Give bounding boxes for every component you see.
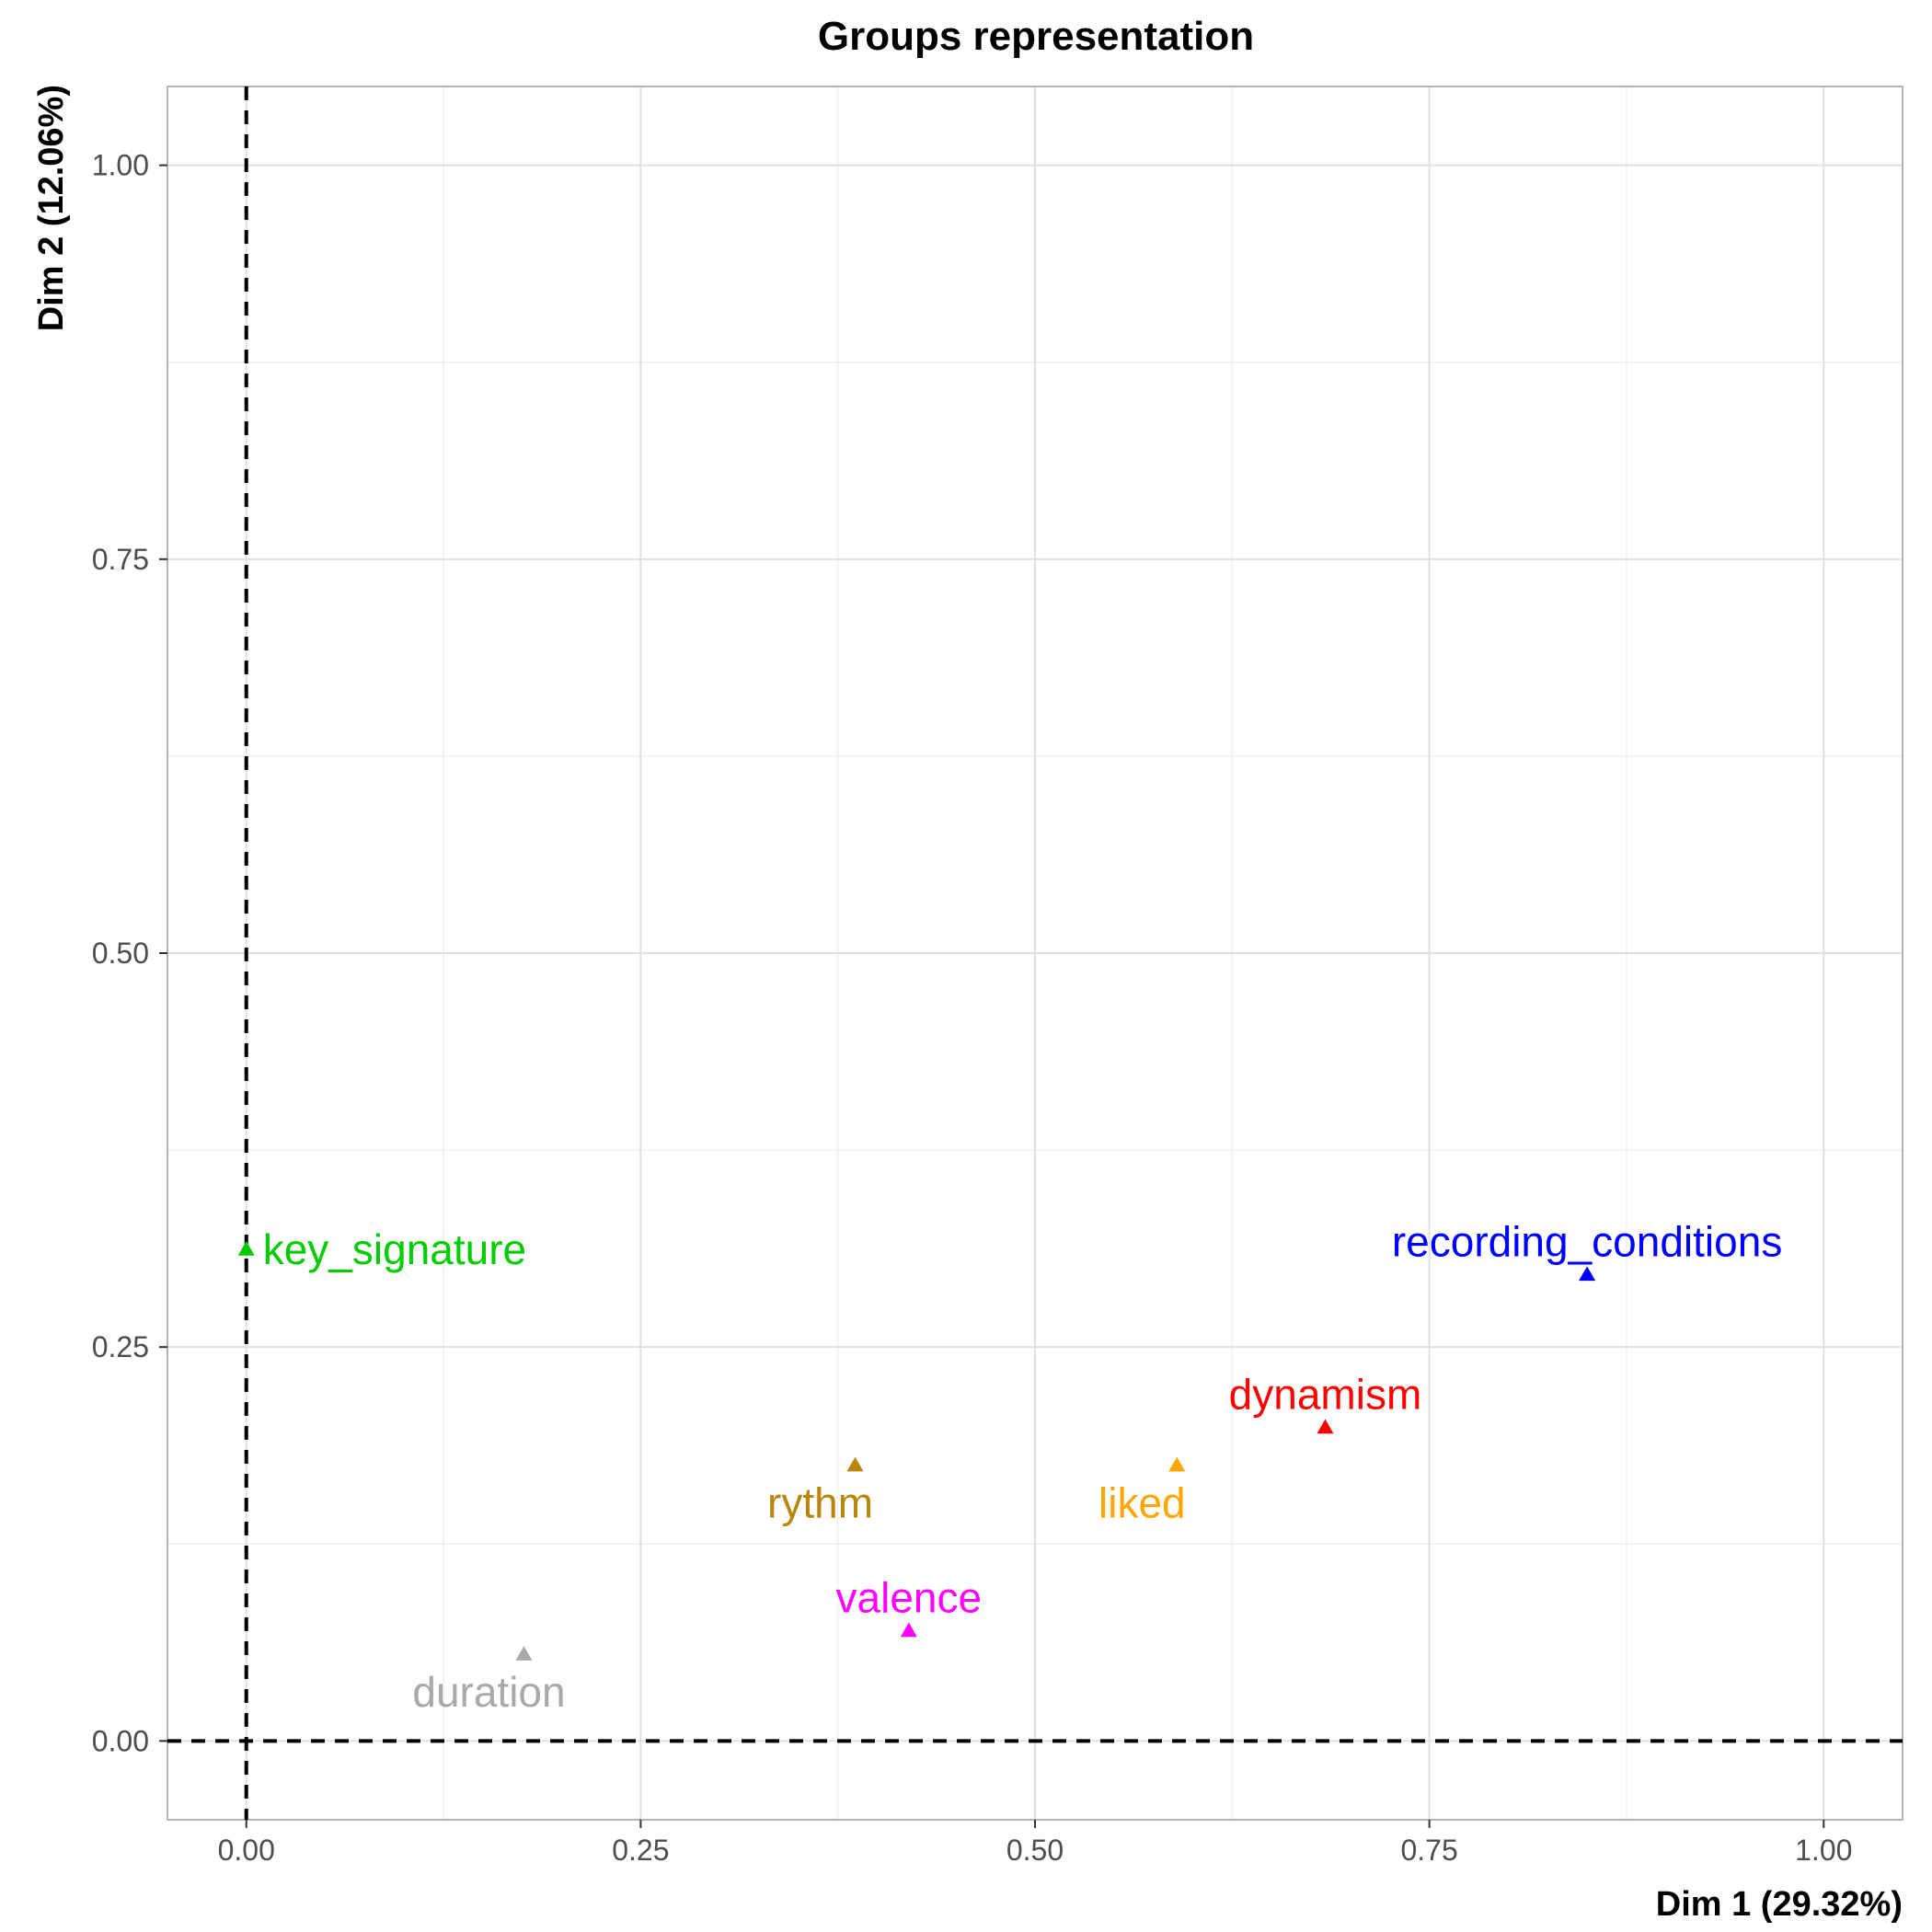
x-tick-label: 0.75 xyxy=(1400,1834,1457,1867)
point-marker xyxy=(515,1646,533,1661)
point-label: key_signature xyxy=(263,1225,526,1273)
x-axis-label: Dim 1 (29.32%) xyxy=(1656,1885,1903,1924)
point-label: valence xyxy=(836,1573,983,1621)
point-label: rythm xyxy=(767,1479,873,1527)
point-marker xyxy=(900,1622,917,1638)
y-tick-label: 0.25 xyxy=(92,1330,149,1363)
point-marker xyxy=(846,1456,864,1472)
x-tick-label: 0.25 xyxy=(612,1834,669,1867)
y-axis-label: Dim 2 (12.06%) xyxy=(32,85,71,331)
chart-title: Groups representation xyxy=(818,14,1254,59)
plot-area: 0.00 0.25 0.50 0.75 1.00 0.00 0.25 0.50 0.75 1.00… xyxy=(92,86,1903,1867)
y-tick-label: 0.50 xyxy=(92,937,149,970)
point-marker xyxy=(237,1240,255,1256)
point-marker xyxy=(1317,1419,1334,1434)
x-tick-label: 0.50 xyxy=(1006,1834,1064,1867)
y-tick-label: 0.75 xyxy=(92,543,149,576)
x-tick-label: 1.00 xyxy=(1795,1834,1852,1867)
point-marker xyxy=(1579,1266,1596,1282)
point-label: liked xyxy=(1098,1479,1186,1527)
y-tick-label: 1.00 xyxy=(92,149,149,182)
point-label: duration xyxy=(412,1668,565,1716)
point-label: dynamism xyxy=(1229,1371,1422,1419)
point-marker xyxy=(1168,1456,1186,1472)
y-tick-label: 0.00 xyxy=(92,1724,149,1757)
x-tick-label: 0.00 xyxy=(218,1834,275,1867)
point-label: recording_conditions xyxy=(1392,1217,1783,1265)
